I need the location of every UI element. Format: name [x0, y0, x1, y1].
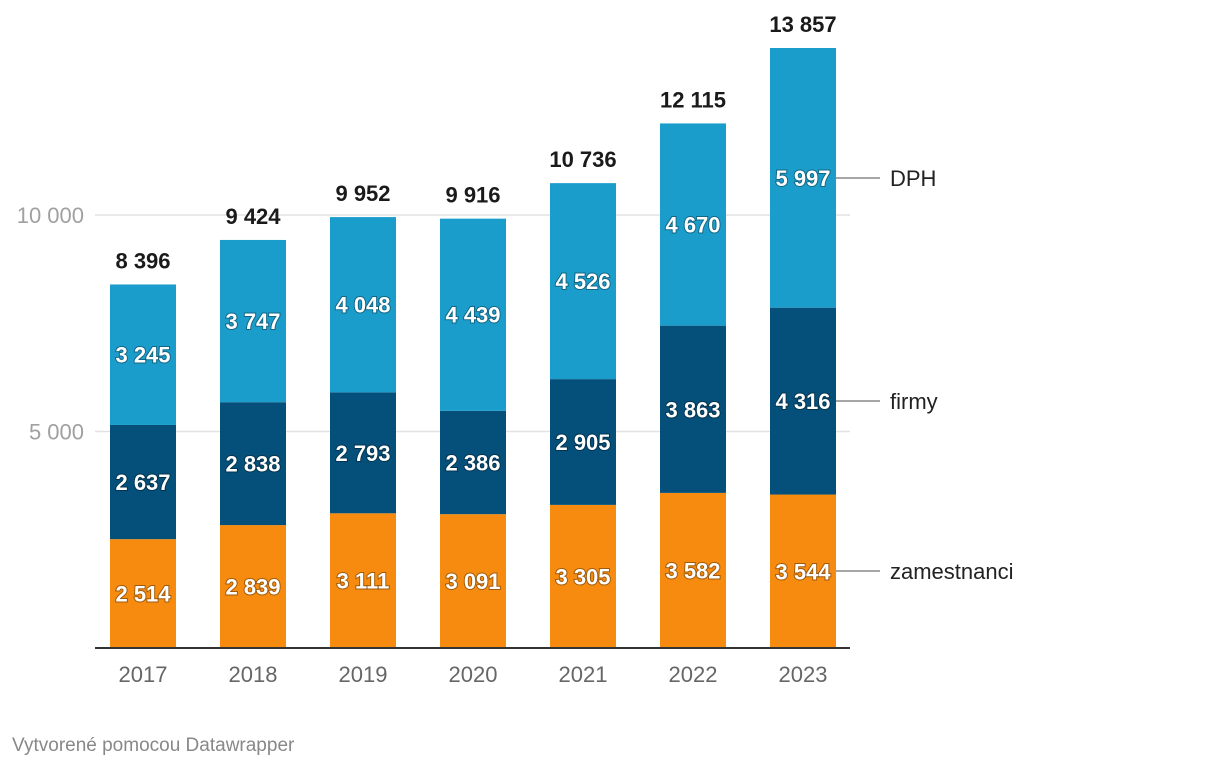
series-label-DPH: DPH: [890, 166, 936, 191]
segment-value-label: 3 544: [775, 559, 831, 584]
series-label-zamestnanci: zamestnanci: [890, 559, 1014, 584]
segment-value-label: 3 747: [225, 309, 280, 334]
x-tick-label: 2021: [559, 662, 608, 687]
segment-value-label: 4 670: [665, 213, 720, 238]
bar-segment-DPH: [110, 284, 176, 425]
bar-segment-zamestnanci: [550, 504, 616, 648]
total-value-label: 9 916: [445, 183, 500, 208]
total-value-label: 12 115: [660, 87, 726, 112]
total-value-label: 8 396: [115, 248, 170, 273]
segment-value-label: 3 245: [115, 343, 170, 368]
bar-segment-firmy: [110, 424, 176, 540]
segment-value-label: 3 305: [555, 564, 610, 589]
segment-value-label: 4 526: [555, 269, 610, 294]
bar-segment-DPH: [770, 48, 836, 308]
segment-value-label: 2 514: [115, 582, 171, 607]
segment-value-label: 3 091: [445, 569, 500, 594]
segment-value-label: 2 793: [335, 441, 390, 466]
bar-segment-zamestnanci: [440, 514, 506, 648]
y-tick-label: 10 000: [17, 203, 84, 228]
segment-value-label: 2 838: [225, 452, 280, 477]
bar-segment-firmy: [330, 392, 396, 514]
bar-segment-zamestnanci: [330, 513, 396, 648]
segment-value-label: 2 637: [115, 470, 170, 495]
stacked-bar-chart: 5 000 10 000 2 514 2 637 3 245 8 396 2017 2 839…: [17, 12, 1014, 687]
series-label-firmy: firmy: [890, 389, 938, 414]
bar-segment-zamestnanci: [220, 525, 286, 648]
x-tick-label: 2022: [669, 662, 718, 687]
segment-value-label: 2 905: [555, 430, 610, 455]
total-value-label: 9 424: [225, 204, 281, 229]
segment-value-label: 3 111: [337, 569, 390, 594]
x-tick-label: 2020: [449, 662, 498, 687]
segment-value-label: 4 439: [445, 303, 500, 328]
x-tick-label: 2023: [779, 662, 828, 687]
total-value-label: 13 857: [769, 12, 836, 37]
total-value-label: 10 736: [549, 147, 616, 172]
bar-segment-DPH: [660, 123, 726, 326]
bar-segment-firmy: [220, 402, 286, 526]
y-tick-label: 5 000: [29, 420, 84, 445]
x-tick-label: 2019: [339, 662, 388, 687]
bar-segment-firmy: [660, 325, 726, 493]
bar-segment-zamestnanci: [770, 494, 836, 648]
x-tick-label: 2017: [119, 662, 168, 687]
bar-segment-DPH: [550, 183, 616, 380]
credit-footer: Vytvorené pomocou Datawrapper: [12, 735, 295, 756]
x-tick-label: 2018: [229, 662, 278, 687]
total-value-label: 9 952: [335, 181, 390, 206]
bar-segment-DPH: [220, 239, 286, 403]
bar-segment-firmy: [440, 410, 506, 515]
bar-segment-DPH: [440, 218, 506, 411]
bar-segment-firmy: [550, 379, 616, 505]
segment-value-label: 3 582: [665, 558, 720, 583]
bar-segment-zamestnanci: [660, 492, 726, 648]
segment-value-label: 2 839: [225, 575, 280, 600]
bar-segment-zamestnanci: [110, 539, 176, 648]
bar-segment-DPH: [330, 217, 396, 393]
segment-value-label: 5 997: [775, 166, 830, 191]
segment-value-label: 4 048: [335, 293, 390, 318]
segment-value-label: 2 386: [445, 451, 500, 476]
segment-value-label: 3 863: [665, 397, 720, 422]
segment-value-label: 4 316: [775, 389, 830, 414]
bar-segment-firmy: [770, 307, 836, 495]
